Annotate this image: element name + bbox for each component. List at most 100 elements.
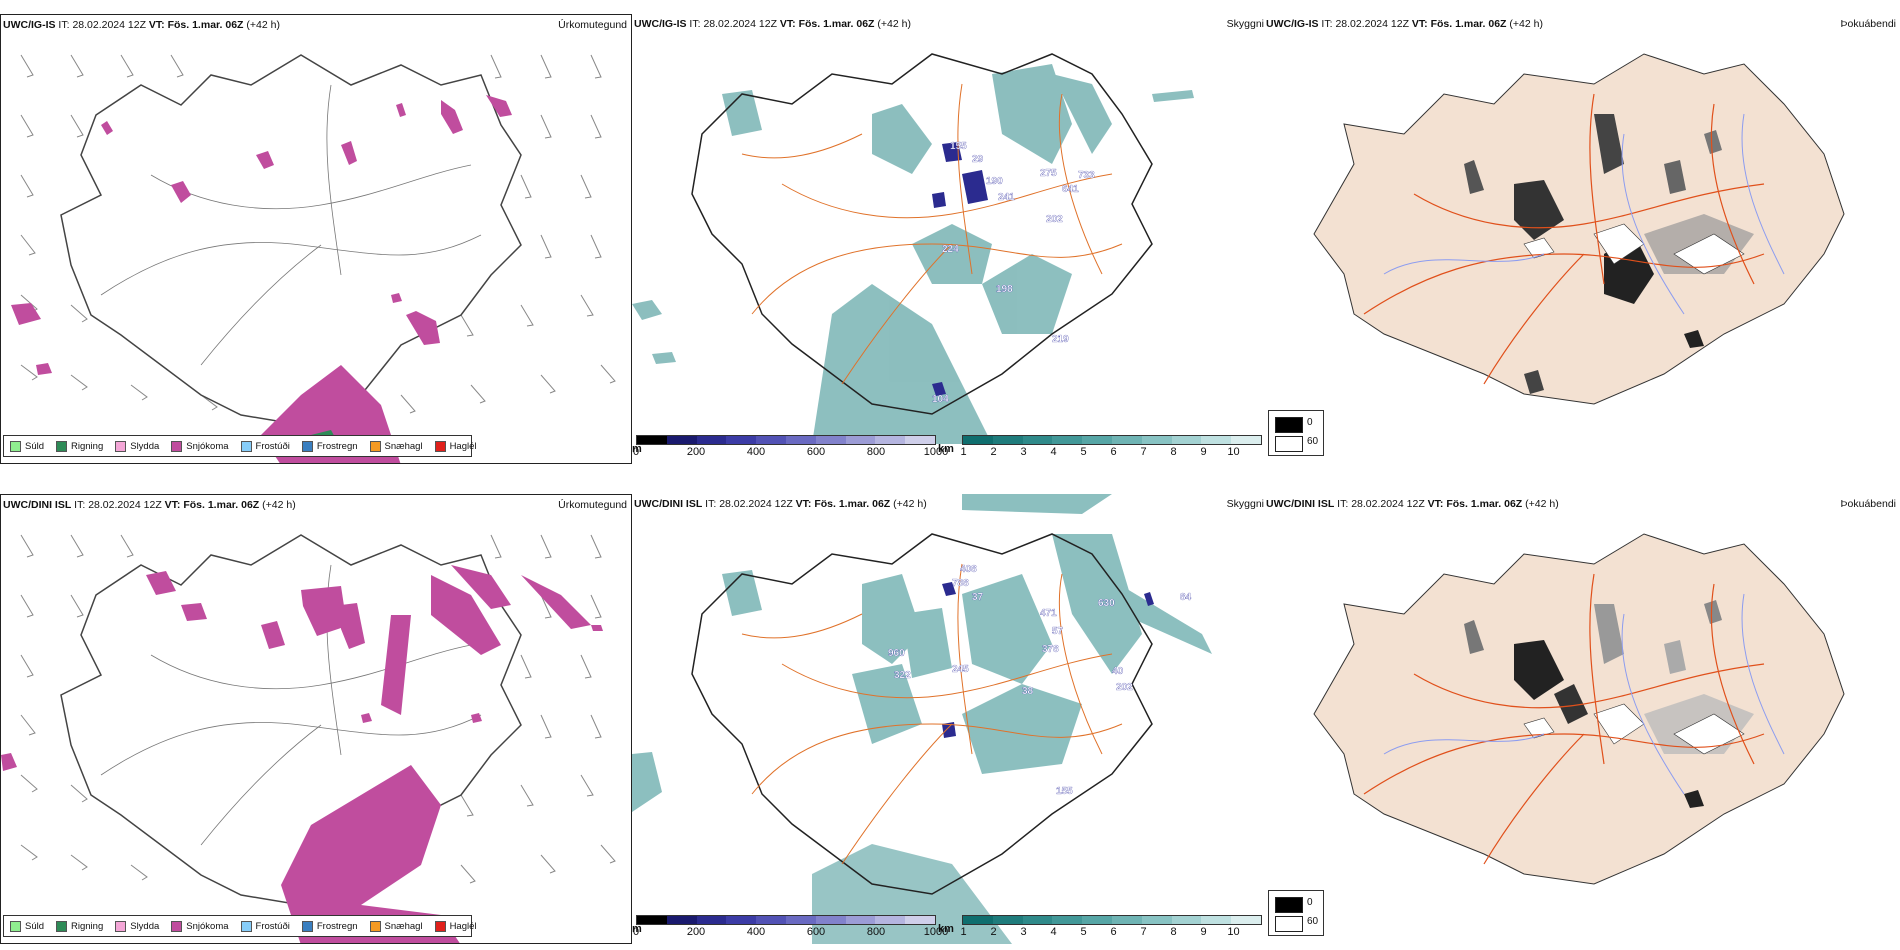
vt-label: VT: [795,498,812,510]
vis-value-9: 322 [894,670,911,681]
colorbar-tick-label: 5 [1080,446,1087,458]
vt-value: Fös. 1.mar. 06Z [1446,498,1523,510]
vis-value-2: 37 [972,592,984,603]
legend-swatch [10,920,21,932]
colorbar-cell [1052,916,1083,924]
road-lines [1363,573,1765,865]
colorbar-tick-label: 1 [960,446,967,458]
colorbar-tick-label: 1 [960,926,967,938]
visibility-panel-row2: 408 788 37 471 630 84 57 378 960 322 245… [632,494,1264,944]
colorbar-ticks: 0 200 400 600 800 1000 [633,925,948,939]
vis-value-10: 219 [1052,334,1069,345]
colorbar-tick-label: 10 [1227,446,1240,458]
colorbar-m-unit: m [632,443,642,455]
legend-item-snæhagl: Snæhagl [369,440,423,452]
colorbar-tick-label: 7 [1140,926,1147,938]
river-lines [1383,593,1785,795]
fog-legend-row2: 0 60 [1268,890,1324,936]
fog-label-0: 0 [1307,417,1313,428]
colorbar-tick-label: 2 [990,446,997,458]
model-name: UWC/IG-IS [634,18,687,30]
model-name: UWC/IG-IS [3,19,56,31]
colorbar-cell [1082,916,1112,924]
it-label: IT: [74,499,86,511]
fog-panel-row1: UWC/IG-IS IT: 28.02.2024 12Z VT: Fös. 1.… [1264,14,1900,464]
it-label: IT: [689,18,701,30]
legend-label: Rigning [71,920,104,932]
vis-value-12: 40 [1112,666,1124,677]
legend-label: Snæhagl [384,440,423,452]
vis-value-8: 960 [888,648,905,659]
colorbar-cells [962,435,1262,445]
precip-map-row2 [1,534,616,943]
it-value: 28.02.2024 12Z [88,499,162,511]
precip-type-label: Úrkomutegund [558,19,627,31]
legend-item-snæhagl: Snæhagl [369,920,423,932]
visibility-values: 155 29 190 241 275 641 733 202 224 198 2… [932,141,1095,405]
legend-item-frostúði: Frostúði [240,920,290,932]
fog-legend-row1: 0 60 [1268,410,1324,456]
colorbar-cells [636,435,936,445]
legend-label: Súld [25,440,45,452]
vis-value-6: 57 [1052,626,1064,637]
vt-label: VT: [1427,498,1444,510]
it-label: IT: [58,19,70,31]
fog-label-60: 60 [1307,436,1319,447]
colorbar-cell [905,436,935,444]
colorbar-cell [992,436,1023,444]
snow-glaciers [1523,223,1745,275]
vt-label: VT: [148,19,165,31]
precip-legend-row1: Súld Rigning Slydda Snjókoma Frostúði Frostre… [3,435,477,457]
colorbar-tick-label: 1000 [923,446,949,458]
colorbar-tick-label: 8 [1170,446,1177,458]
legend-item-rigning: Rigning [56,920,104,932]
legend-swatch [301,920,313,932]
vis-value-11: 38 [1022,686,1034,697]
colorbar-tick-label: 10 [1227,926,1240,938]
legend-label: Frostúði [255,920,290,932]
colorbar-cell [875,916,906,924]
it-value: 28.02.2024 12Z [72,19,146,31]
colorbar-tick-label: 800 [866,446,886,458]
colorbar-cell [1111,436,1142,444]
colorbar-tick-label: 600 [806,926,826,938]
vis-value-4: 630 [1098,598,1115,609]
vt-value: Fös. 1.mar. 06Z [798,18,875,30]
visibility-panel-row1: 155 29 190 241 275 641 733 202 224 198 2… [632,14,1264,464]
colorbar-cell [1231,436,1261,444]
colorbar-tick-label: 800 [866,926,886,938]
colorbar-km-unit: km [938,923,954,935]
vis-value-2: 190 [986,176,1003,187]
legend-label: Rigning [71,440,104,452]
vis-value-9: 198 [996,284,1013,295]
colorbar-cell [845,436,876,444]
colorbar-tick-label: 4 [1050,446,1057,458]
legend-swatch [240,920,252,932]
vis-value-1: 29 [972,154,984,165]
legend-item-frostúði: Frostúði [240,440,290,452]
colorbar-cells [636,915,936,925]
vis-value-4: 275 [1040,168,1057,179]
colorbar-cell [992,916,1023,924]
model-name: UWC/DINI ISL [1266,498,1335,510]
colorbar-tick-label: 400 [746,926,766,938]
precip-panel-row2: UWC/DINI ISL IT: 28.02.2024 12Z VT: Fös.… [0,494,632,944]
visibility-patches [632,64,1194,444]
vis-value-7: 202 [1046,214,1063,225]
lead-time: (+42 h) [246,19,280,31]
colorbar-cell [726,436,757,444]
colorbar-tick-label: 6 [1110,926,1117,938]
vt-label: VT: [164,499,181,511]
colorbar-tick-label: 200 [686,446,706,458]
colorbar-km-row1: 1 2 3 4 5 6 7 8 9 10 [960,435,1262,459]
colorbar-tick-label: 4 [1050,926,1057,938]
vt-value: Fös. 1.mar. 06Z [167,19,244,31]
colorbar-cell [1141,436,1172,444]
colorbar-meters-row2: 0 200 400 600 800 1000 [633,915,948,939]
iceland-outline [691,533,1153,895]
colorbar-cell [875,436,906,444]
legend-swatch [10,440,21,452]
vis-value-5: 641 [1062,184,1079,195]
iceland-land [1313,53,1845,405]
fog-swatch-0 [1275,417,1303,433]
